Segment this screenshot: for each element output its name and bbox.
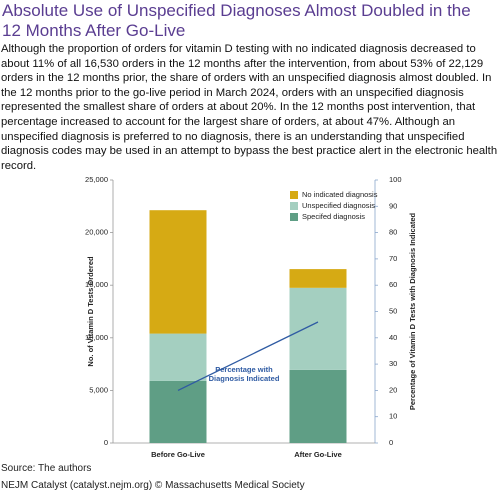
bar-segment bbox=[149, 380, 207, 443]
y2-tick-label: 50 bbox=[389, 306, 397, 315]
legend-swatch bbox=[290, 191, 298, 199]
bar-segment bbox=[149, 210, 207, 334]
y-tick-label: 10,000 bbox=[85, 333, 108, 342]
y2-tick-label: 90 bbox=[389, 201, 397, 210]
x-tick-label: After Go-Live bbox=[294, 450, 342, 459]
y-axis-label: No. of Vitamin D Tests Ordered bbox=[86, 256, 95, 367]
line bbox=[177, 321, 319, 391]
y2-tick-label: 20 bbox=[389, 385, 397, 394]
legend-label: Unspecified diagnosis bbox=[302, 201, 375, 210]
legend-label: No indicated diagnosis bbox=[302, 190, 378, 199]
y2-tick-label: 80 bbox=[389, 228, 397, 237]
y-tick-label: 0 bbox=[104, 438, 108, 447]
credit: NEJM Catalyst (catalyst.nejm.org) © Mass… bbox=[1, 480, 305, 491]
y-tick-label: 20,000 bbox=[85, 228, 108, 237]
bar-segment bbox=[149, 333, 207, 381]
chart-title: Absolute Use of Unspecified Diagnoses Al… bbox=[2, 1, 471, 40]
y2-tick-label: 70 bbox=[389, 254, 397, 263]
y-tick-label: 15,000 bbox=[85, 280, 108, 289]
legend-swatch bbox=[290, 213, 298, 221]
y-tick-label: 25,000 bbox=[85, 175, 108, 184]
y2-tick-label: 100 bbox=[389, 175, 402, 184]
bar-segment bbox=[289, 287, 347, 370]
x-tick-label: Before Go-Live bbox=[151, 450, 205, 459]
source: Source: The authors bbox=[1, 463, 92, 474]
description: Although the proportion of orders for vi… bbox=[1, 43, 498, 172]
bar-segment bbox=[289, 269, 347, 288]
legend-label: Specifed diagnosis bbox=[302, 212, 365, 221]
line-label: Percentage with Diagnosis Indicated bbox=[208, 365, 280, 383]
line-label-box: Percentage with Diagnosis Indicated bbox=[208, 365, 280, 383]
y2-axis-label: Percentage of Vitamin D Tests with Diagn… bbox=[408, 212, 417, 410]
y2-tick-label: 0 bbox=[389, 438, 393, 447]
y2-tick-label: 60 bbox=[389, 280, 397, 289]
y-tick-label: 5,000 bbox=[89, 385, 108, 394]
y2-tick-label: 40 bbox=[389, 333, 397, 342]
y2-tick-label: 30 bbox=[389, 359, 397, 368]
y2-tick-label: 10 bbox=[389, 412, 397, 421]
bar-segment bbox=[289, 369, 347, 443]
legend-swatch bbox=[290, 202, 298, 210]
